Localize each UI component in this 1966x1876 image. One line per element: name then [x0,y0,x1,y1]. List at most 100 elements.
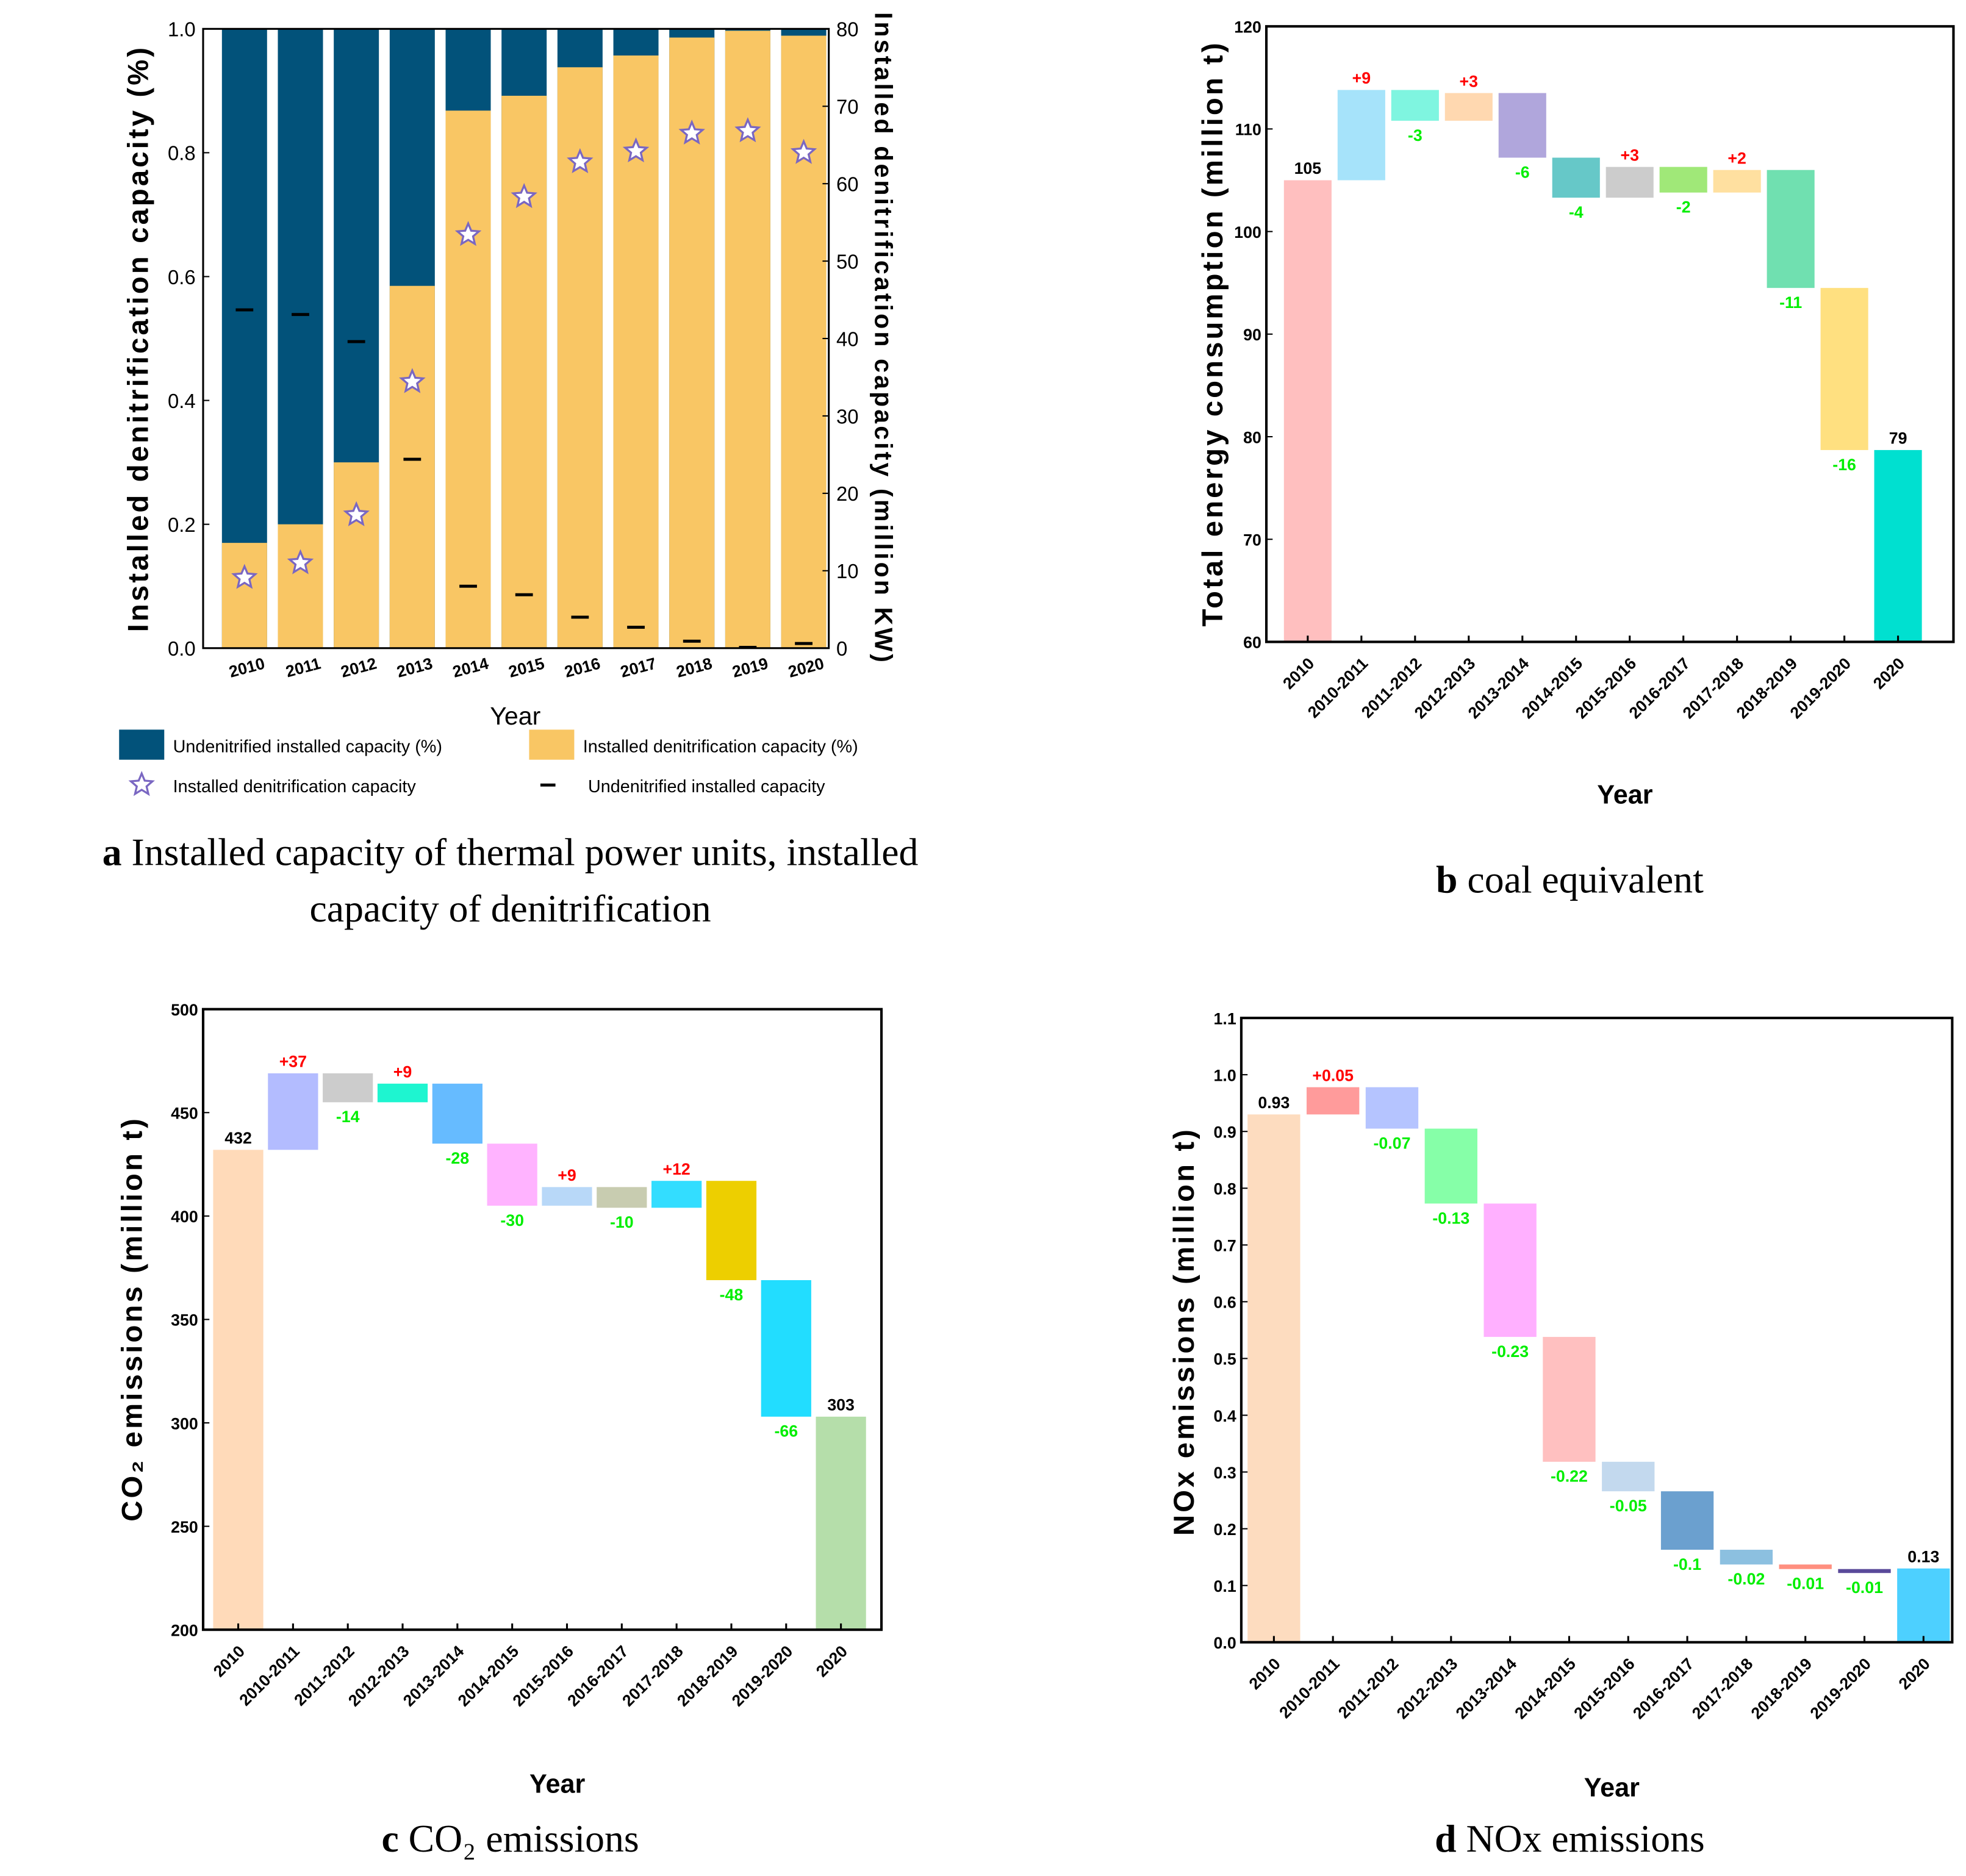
y-tick-label: 0.2 [1214,1520,1236,1539]
y-tick-label: 100 [1234,223,1261,242]
star-marker [567,148,594,174]
dash-marker [459,584,477,588]
y-tick-label: 90 [1243,326,1261,344]
delta-label: -16 [1832,456,1856,474]
legend-label: Undenitrified installed capacity (%) [173,737,442,756]
bar-denitrified [389,285,435,648]
delta-label: +12 [662,1160,690,1178]
y-tick-label: 0.9 [1214,1123,1236,1141]
star-marker [343,501,370,526]
chart-a: 2010 2011 2012 2013 2014 2015 2016 2017 2018 2019… [119,12,898,797]
waterfall-bar [1602,1461,1655,1492]
star-marker [454,221,482,246]
delta-label: -2 [1676,198,1691,217]
waterfall-bar [597,1187,647,1208]
x-tick-label: 2016 [562,654,602,681]
waterfall-bar [1660,1491,1714,1550]
x-tick-label: 2012-2013 [1393,1655,1462,1723]
y-tick-label: 1.1 [1214,1009,1236,1028]
y-axis-label: CO₂ emissions (million t) [116,1116,148,1522]
delta-label: +9 [393,1063,412,1081]
delta-label: -3 [1408,126,1422,145]
y-tick-label: 110 [1235,121,1261,139]
y-tick-label: 0.2 [168,514,196,536]
waterfall-bar [1779,1564,1832,1569]
y-right-tick-label: 70 [836,96,859,118]
x-tick-label: 2010 [227,654,267,681]
x-tick-label: 2013 [395,654,434,681]
y-tick-label: 0.4 [1214,1407,1236,1425]
x-tick-label: 2010-2011 [1275,1655,1343,1722]
y-right-tick-label: 30 [836,405,859,428]
waterfall-bar [1720,1550,1773,1565]
legend-dash-icon [540,783,556,787]
delta-label: +3 [1460,72,1478,90]
dash-marker [571,615,589,619]
waterfall-bar [1838,1569,1891,1573]
y-tick-label: 0.7 [1214,1237,1236,1255]
waterfall-bar [1391,90,1439,121]
delta-label: -11 [1779,293,1802,312]
y-tick-label: 0.5 [1214,1350,1236,1369]
x-tick-label: 2020 [1870,654,1908,692]
waterfall-bar [1283,180,1332,642]
waterfall-bar [1820,288,1868,450]
chart-c: 4322010+372010-2011-142011-2012+92012-20… [116,1001,883,1799]
dash-marker [235,308,254,312]
dash-marker [515,593,533,596]
y-right-tick-label: 40 [836,328,859,350]
value-label: 303 [827,1396,855,1414]
waterfall-bar [1897,1568,1950,1642]
y-axis-label: Installed denitrification capacity (%) [123,45,155,632]
x-tick-label: 2017 [619,654,658,681]
star-marker [622,137,650,163]
y-tick-label: 0.0 [168,637,196,660]
x-tick-label: 2011 [284,654,323,681]
value-label: 0.93 [1258,1094,1290,1112]
delta-label: -0.01 [1846,1578,1883,1597]
y-tick-label: 1.0 [1214,1066,1236,1084]
delta-label: -0.05 [1610,1497,1647,1515]
waterfall-bar [1337,90,1385,181]
y-tick-label: 450 [171,1104,198,1123]
x-tick-label: 2018-2019 [1748,1655,1816,1723]
y-tick-label: 0.8 [168,142,196,165]
x-axis-label: Year [1584,1774,1640,1803]
delta-label: +9 [1352,69,1371,87]
waterfall-bar [1767,170,1815,288]
y-right-tick-label: 10 [836,560,859,582]
bar-denitrified [501,95,547,648]
waterfall-bar [651,1181,702,1208]
delta-label: +0.05 [1312,1066,1354,1084]
dash-marker [347,340,365,343]
chart-d: 0.93 2010 +0.05 2010-2011 -0.07 2011-2012 -0.1… [1168,1009,1954,1803]
bar-denitrified [334,462,379,648]
star-marker [678,120,705,145]
delta-label: -0.22 [1551,1467,1588,1486]
y-right-tick-label: 80 [836,18,859,41]
waterfall-bar [1444,93,1493,121]
bar-denitrified [781,35,827,648]
dash-marker [795,642,813,645]
waterfall-bar [816,1416,866,1630]
y-right-tick-label: 50 [836,250,859,273]
waterfall-bar [1659,166,1707,193]
waterfall-bar [1605,166,1654,198]
y-tick-label: 500 [171,1001,198,1019]
waterfall-bar [377,1083,428,1103]
waterfall-bar [268,1073,318,1150]
caption-d: d NOx emissions [1435,1817,1705,1860]
delta-label: -0.07 [1374,1134,1411,1152]
x-tick-label: 2016-2017 [1629,1655,1698,1723]
bar-denitrified [278,524,323,648]
y-tick-label: 350 [171,1311,198,1330]
y-tick-label: 0.6 [168,266,196,288]
delta-label: -6 [1515,163,1530,181]
star-marker [511,183,537,209]
dash-marker [292,313,309,317]
x-axis-label: Year [529,1769,585,1799]
value-label: 0.13 [1907,1547,1939,1566]
y-tick-label: 70 [1243,531,1261,550]
